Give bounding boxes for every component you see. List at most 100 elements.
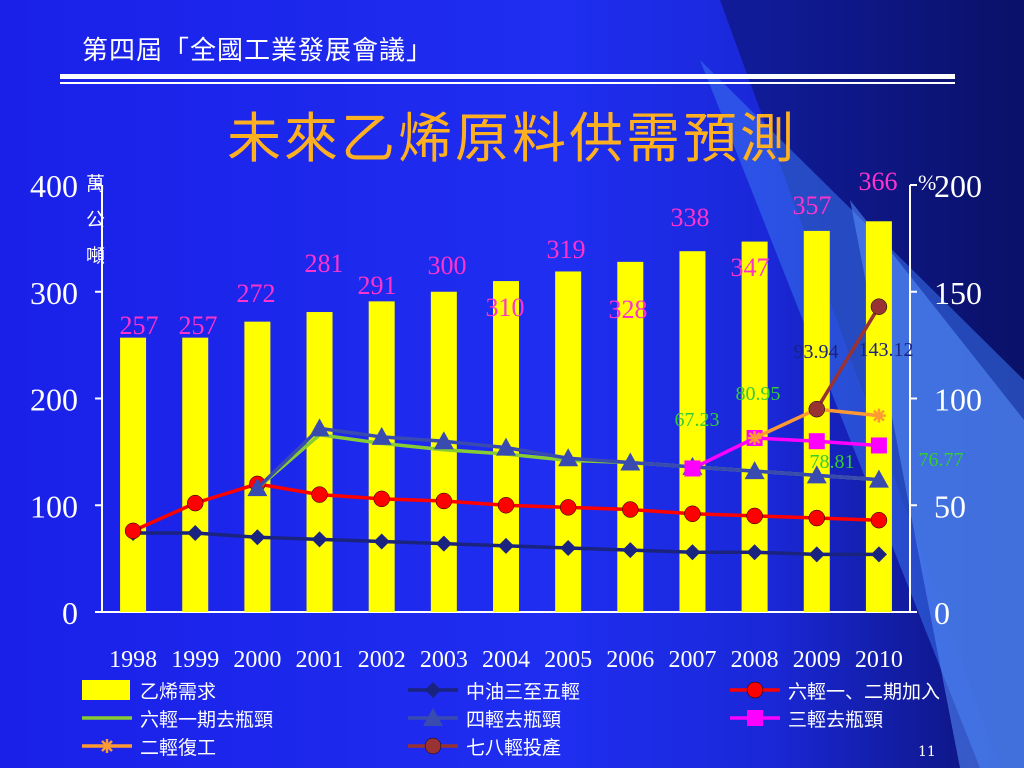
series-marker [747,430,762,445]
y-tick-label-right: 200 [934,168,982,204]
demand-data-label: 257 [179,311,218,340]
legend-label: 中油三至五輕 [466,681,580,703]
series-marker [124,522,142,540]
x-tick-label: 1998 [109,647,157,673]
series-marker [309,418,330,437]
series-marker [871,408,886,423]
annotation-label: 80.95 [736,383,781,405]
demand-data-label: 300 [428,251,467,280]
series-marker [496,437,516,456]
x-tick-label: 2003 [420,647,468,673]
y-tick-label-right: 150 [934,275,982,311]
bar-demand [120,337,147,612]
legend-swatch-marker [747,710,763,726]
x-tick-label: 2001 [296,647,344,673]
demand-data-label: 347 [731,253,770,282]
series-marker [620,452,641,471]
series-marker [435,535,452,552]
y-tick-label-right: 0 [934,595,950,631]
series-marker [559,499,577,516]
series-line [815,305,881,411]
legend-label: 七八輕投產 [466,737,561,759]
x-tick-label: 2007 [668,647,716,673]
series-marker [684,544,701,561]
series-marker [870,546,887,563]
series-marker [868,469,889,488]
x-tick-label: 2006 [606,647,654,673]
x-tick-label: 2005 [544,647,592,673]
annotation-label: 67.23 [675,409,720,431]
series-marker [622,542,639,559]
series-marker [806,465,827,484]
demand-data-label: 257 [120,311,159,340]
y-tick-label-left: 300 [30,275,78,311]
legend-label: 三輕去瓶頸 [788,709,883,731]
annotation-label: 78.81 [810,451,855,473]
x-tick-label: 2008 [731,647,779,673]
series-marker [433,431,454,450]
y-tick-label-left: 400 [30,168,78,204]
series-marker [558,448,579,467]
bar-demand [244,321,271,612]
series-marker [498,537,514,554]
series-marker [311,486,328,503]
legend-label: 乙烯需求 [140,681,216,703]
legend-swatch-marker [424,737,442,755]
slide-title: 未來乙烯原料供需預測 [227,107,797,170]
legend-swatch-bar [82,680,130,700]
series-marker [497,497,515,514]
y-tick-label-right: 50 [934,488,966,524]
bar-demand [368,301,395,612]
x-tick-label: 2009 [793,647,841,673]
demand-data-label: 310 [486,293,525,322]
series-marker [622,501,639,518]
x-tick-label: 2010 [855,647,903,673]
x-tick-label: 2004 [482,647,530,673]
y-tick-label-right: 100 [934,382,982,418]
y-axis-unit-right: % [918,170,936,195]
y-axis-unit-left: 公 [86,209,105,231]
x-tick-label: 2002 [358,647,406,673]
series-marker [808,546,825,563]
series-marker [249,529,266,546]
series-marker [373,490,390,508]
y-tick-label-left: 200 [30,382,78,418]
series-marker [371,426,392,445]
demand-data-label: 291 [358,271,397,300]
header-divider-thin [60,82,955,84]
header-divider [60,74,955,79]
x-tick-label: 1999 [171,647,219,673]
legend-swatch-marker [423,708,443,726]
y-axis-unit-left: 噸 [86,245,105,267]
legend-label: 六輕一期去瓶頸 [140,709,273,731]
series-marker [808,433,825,450]
y-tick-label-left: 0 [62,595,78,631]
demand-data-label: 328 [609,295,648,324]
series-marker [560,539,577,556]
series-marker [870,437,887,454]
demand-data-label: 272 [237,279,276,308]
series-marker [373,533,390,550]
series-marker [435,492,453,510]
annotation-label: 93.94 [794,341,839,363]
demand-data-label: 338 [671,203,710,232]
series-marker [684,505,701,523]
legend-label: 六輕一、二期加入 [788,681,940,703]
annotation-label: 143.12 [859,339,914,361]
y-axis-unit-left: 萬 [86,173,105,195]
series-marker [247,478,268,497]
bar-demand [306,312,333,612]
series-marker [808,509,826,527]
series-marker [187,525,204,542]
series-marker [870,511,888,529]
legend-swatch-marker [746,681,764,699]
demand-data-label: 281 [305,249,344,278]
annotation-label: 76.77 [919,449,964,471]
bar-demand [555,271,582,612]
series-marker [808,400,826,418]
legend-swatch-marker [100,739,114,753]
series-marker [746,507,763,525]
x-tick-label: 2000 [233,647,281,673]
bar-demand [182,337,209,612]
